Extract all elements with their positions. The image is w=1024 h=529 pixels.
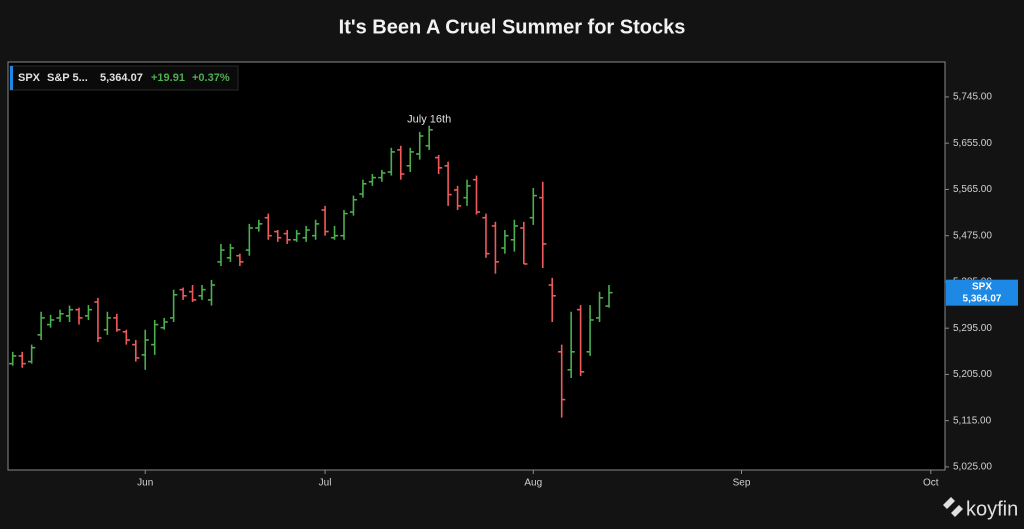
price-tag bbox=[946, 279, 1018, 306]
legend-symbol: SPX bbox=[18, 72, 41, 84]
y-tick-label: 5,565.00 bbox=[953, 184, 992, 195]
price-tag-label: 5,364.07 bbox=[963, 293, 1002, 304]
brand-logo: koyfin bbox=[943, 497, 1018, 520]
price-tag-symbol: SPX bbox=[972, 281, 992, 292]
legend-box bbox=[9, 65, 239, 91]
brand-name: koyfin bbox=[966, 498, 1018, 520]
y-tick-label: 5,115.00 bbox=[953, 415, 992, 426]
y-tick-label: 5,475.00 bbox=[953, 230, 992, 241]
y-tick-label: 5,745.00 bbox=[953, 92, 992, 103]
legend-change: +19.91 bbox=[151, 72, 185, 84]
x-tick-label: Jun bbox=[137, 478, 153, 489]
y-tick-label: 5,295.00 bbox=[953, 323, 992, 334]
y-tick-label: 5,025.00 bbox=[953, 462, 992, 473]
y-tick-label: 5,205.00 bbox=[953, 369, 992, 380]
x-tick-label: Sep bbox=[733, 478, 751, 489]
plot-area bbox=[7, 61, 946, 471]
legend-accent bbox=[10, 66, 13, 90]
brand-icon bbox=[943, 497, 963, 517]
legend-price: 5,364.07 bbox=[100, 72, 143, 84]
legend-name: S&P 5... bbox=[47, 72, 88, 84]
x-tick-label: Oct bbox=[923, 478, 939, 489]
x-tick-label: Jul bbox=[319, 478, 332, 489]
legend-change-pct: +0.37% bbox=[192, 72, 230, 84]
chart-title: It's Been A Cruel Summer for Stocks bbox=[339, 16, 686, 38]
y-tick-label: 5,655.00 bbox=[953, 138, 992, 149]
annotation: July 16th bbox=[407, 114, 451, 126]
x-tick-label: Aug bbox=[524, 478, 542, 489]
